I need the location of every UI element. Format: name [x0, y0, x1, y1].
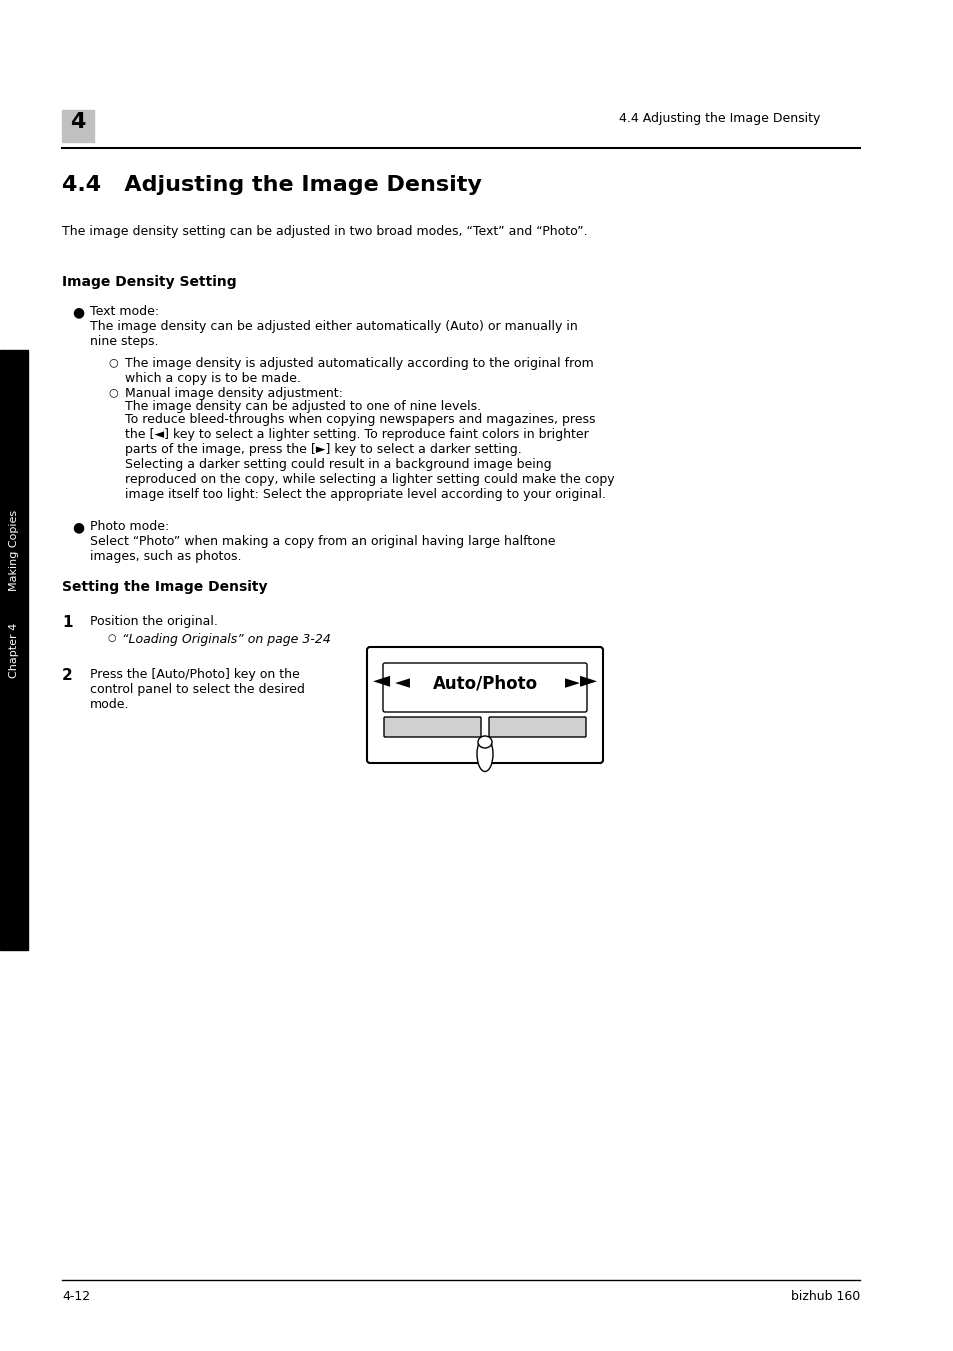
FancyBboxPatch shape [489, 717, 585, 738]
Text: Photo mode:: Photo mode: [90, 520, 169, 534]
Text: 2: 2 [62, 667, 72, 684]
Text: Text mode:: Text mode: [90, 305, 159, 317]
Text: ►: ► [579, 670, 597, 690]
Text: Chapter 4: Chapter 4 [9, 623, 19, 678]
Text: Position the original.: Position the original. [90, 615, 217, 628]
FancyBboxPatch shape [382, 663, 586, 712]
Text: ●: ● [71, 520, 84, 534]
Text: The image density can be adjusted to one of nine levels.: The image density can be adjusted to one… [125, 400, 480, 413]
Text: To reduce bleed-throughs when copying newspapers and magazines, press
the [◄] ke: To reduce bleed-throughs when copying ne… [125, 413, 614, 501]
Text: The image density setting can be adjusted in two broad modes, “Text” and “Photo”: The image density setting can be adjuste… [62, 226, 587, 238]
Text: ○: ○ [108, 386, 117, 397]
Text: Setting the Image Density: Setting the Image Density [62, 580, 267, 594]
Text: The image density is adjusted automatically according to the original from
which: The image density is adjusted automatica… [125, 357, 593, 385]
Text: 1: 1 [62, 615, 72, 630]
Text: ►: ► [564, 673, 579, 692]
Text: ◄: ◄ [395, 673, 410, 692]
Text: ◄: ◄ [373, 670, 390, 690]
Ellipse shape [476, 736, 493, 771]
Bar [0, 350, 28, 950]
Bar [62, 109, 94, 142]
Text: The image density can be adjusted either automatically (Auto) or manually in
nin: The image density can be adjusted either… [90, 320, 578, 349]
Text: 4.4   Adjusting the Image Density: 4.4 Adjusting the Image Density [62, 176, 481, 195]
Text: Select “Photo” when making a copy from an original having large halftone
images,: Select “Photo” when making a copy from a… [90, 535, 555, 563]
FancyBboxPatch shape [367, 647, 602, 763]
Text: 4: 4 [71, 112, 86, 132]
Text: 4.4 Adjusting the Image Density: 4.4 Adjusting the Image Density [618, 112, 820, 126]
Ellipse shape [477, 736, 492, 748]
Text: ○: ○ [108, 357, 117, 367]
Text: 4-12: 4-12 [62, 1290, 90, 1302]
Text: ●: ● [71, 305, 84, 319]
Text: Auto/Photo: Auto/Photo [432, 676, 537, 693]
Text: Press the [Auto/Photo] key on the
control panel to select the desired
mode.: Press the [Auto/Photo] key on the contro… [90, 667, 305, 711]
Text: Image Density Setting: Image Density Setting [62, 276, 236, 289]
FancyBboxPatch shape [384, 717, 480, 738]
Text: ○: ○ [108, 634, 116, 643]
Text: Making Copies: Making Copies [9, 509, 19, 590]
Text: bizhub 160: bizhub 160 [790, 1290, 859, 1302]
Text: “Loading Originals” on page 3-24: “Loading Originals” on page 3-24 [122, 634, 331, 646]
Text: Manual image density adjustment:: Manual image density adjustment: [125, 386, 342, 400]
